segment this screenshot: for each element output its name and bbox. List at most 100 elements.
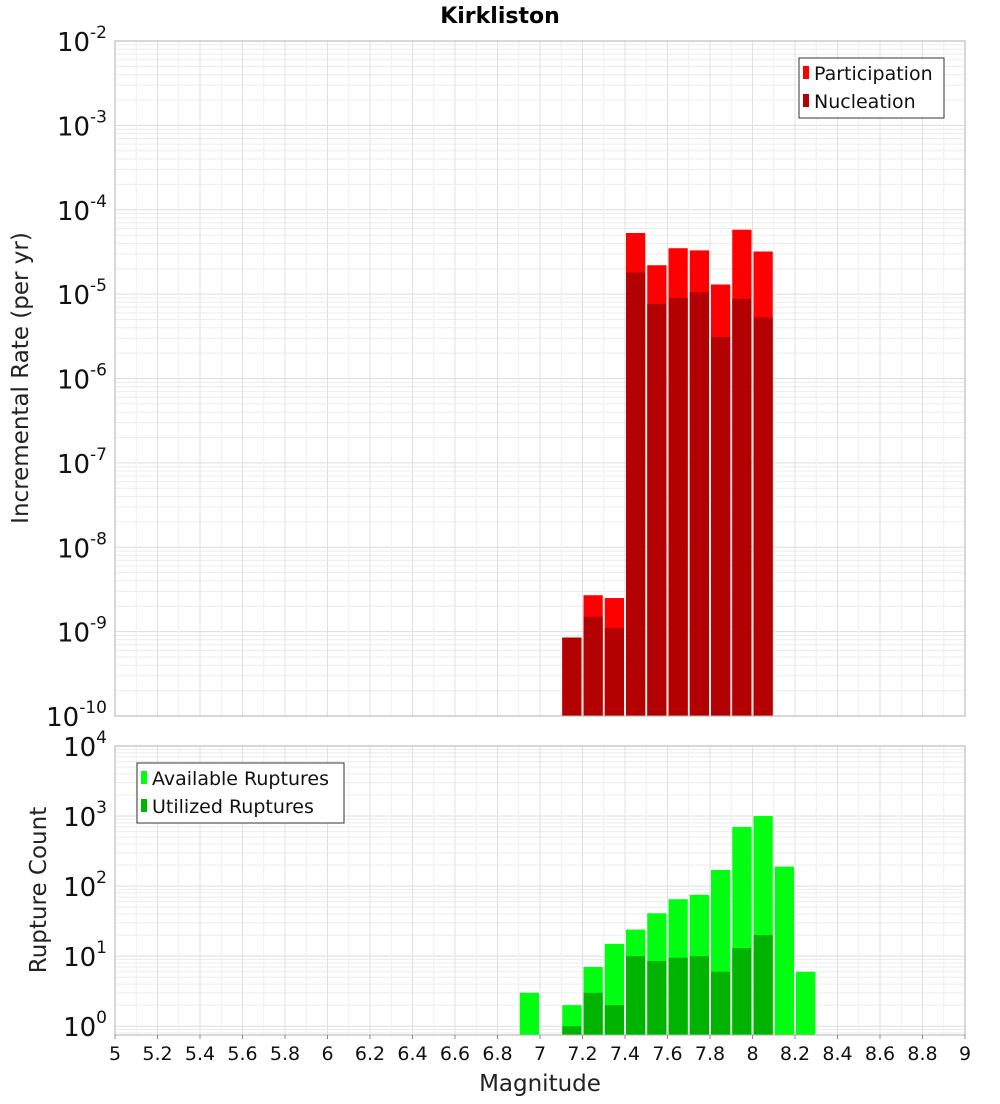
- bar: [604, 1005, 624, 1035]
- y-tick-base: 10: [57, 281, 90, 311]
- y-tick-exponent: 0: [96, 1008, 107, 1028]
- x-tick-label: 6.6: [440, 1043, 470, 1065]
- x-tick-label: 8.4: [822, 1043, 852, 1065]
- y-tick-exponent: 1: [96, 938, 107, 958]
- y-tick-exponent: -8: [90, 529, 107, 549]
- bottom-y-axis-label: Rupture Count: [26, 807, 52, 973]
- x-tick-label: 5.2: [142, 1043, 172, 1065]
- x-tick-label: 7.2: [567, 1043, 597, 1065]
- x-tick-label: 8: [746, 1043, 758, 1065]
- y-tick-base: 10: [63, 1013, 96, 1043]
- legend-swatch: [141, 799, 147, 812]
- bar: [583, 992, 603, 1035]
- y-tick-base: 10: [63, 803, 96, 833]
- y-tick-exponent: 4: [96, 728, 107, 748]
- y-tick-exponent: 2: [96, 868, 107, 888]
- y-tick-base: 10: [57, 450, 90, 480]
- legend-swatch: [141, 771, 147, 784]
- y-tick-exponent: -5: [90, 276, 107, 296]
- y-tick-base: 10: [63, 873, 96, 903]
- legend-label: Utilized Ruptures: [152, 796, 314, 818]
- bar: [604, 628, 624, 716]
- y-tick-label: 10-7: [57, 445, 107, 480]
- x-axis-label: Magnitude: [479, 1071, 601, 1097]
- y-tick-label: 102: [63, 868, 107, 903]
- y-tick-exponent: 3: [96, 798, 107, 818]
- x-tick-label: 9: [959, 1043, 971, 1065]
- legend: Participation Nucleation: [798, 57, 945, 119]
- top-plot: 10-1010-910-810-710-610-510-410-310-2Par…: [46, 23, 966, 733]
- grid: [114, 40, 966, 717]
- y-tick-base: 10: [57, 197, 90, 227]
- y-tick-exponent: -9: [90, 614, 107, 634]
- y-tick-base: 10: [46, 703, 79, 733]
- x-tick-label: 6: [321, 1043, 333, 1065]
- bar: [753, 935, 773, 1035]
- grid: [114, 745, 966, 1035]
- bar: [689, 292, 709, 716]
- y-tick-label: 100: [63, 1008, 107, 1043]
- bar: [753, 317, 773, 716]
- legend-label: Nucleation: [814, 91, 916, 113]
- y-tick-exponent: -2: [90, 23, 107, 43]
- x-tick-label: 6.8: [482, 1043, 512, 1065]
- legend-label: Participation: [814, 63, 933, 85]
- chart-title: Kirkliston: [440, 4, 560, 29]
- x-tick-label: 8.8: [907, 1043, 937, 1065]
- bar: [711, 971, 731, 1035]
- bar: [519, 992, 539, 1035]
- y-tick-exponent: -4: [90, 192, 107, 212]
- bar: [732, 298, 752, 716]
- bar: [626, 956, 646, 1035]
- x-tick-label: 6.4: [397, 1043, 427, 1065]
- y-tick-base: 10: [57, 112, 90, 142]
- y-tick-exponent: -7: [90, 445, 107, 465]
- y-tick-label: 101: [63, 938, 107, 973]
- y-tick-base: 10: [63, 943, 96, 973]
- y-tick-label: 10-9: [57, 614, 107, 649]
- bar: [796, 971, 816, 1035]
- x-tick-label: 7.8: [695, 1043, 725, 1065]
- legend-box: [136, 762, 345, 824]
- x-tick-label: 5: [109, 1043, 121, 1065]
- x-tick-label: 7: [534, 1043, 546, 1065]
- y-tick-base: 10: [63, 733, 96, 763]
- y-tick-label: 10-4: [57, 192, 107, 227]
- y-tick-label: 10-2: [57, 23, 107, 58]
- bar: [732, 948, 752, 1035]
- x-tick-label: 7.4: [610, 1043, 640, 1065]
- y-tick-exponent: -10: [79, 698, 107, 718]
- bar: [647, 961, 667, 1035]
- y-tick-label: 10-3: [57, 107, 107, 142]
- series-1: [562, 272, 773, 716]
- bar: [689, 956, 709, 1035]
- y-tick-label: 10-10: [46, 698, 107, 733]
- bar: [774, 866, 794, 1035]
- legend-swatch: [803, 66, 809, 79]
- bar: [668, 297, 688, 716]
- y-tick-exponent: -3: [90, 107, 107, 127]
- legend: Available Ruptures Utilized Ruptures: [136, 762, 345, 824]
- y-tick-base: 10: [57, 619, 90, 649]
- top-y-axis-label: Incremental Rate (per yr): [8, 232, 34, 524]
- y-tick-label: 103: [63, 798, 107, 833]
- y-tick-exponent: -6: [90, 361, 107, 381]
- x-tick-label: 5.4: [185, 1043, 215, 1065]
- y-tick-label: 10-8: [57, 529, 107, 564]
- legend-box: [798, 57, 945, 119]
- bar: [711, 337, 731, 716]
- legend-label: Available Ruptures: [152, 768, 329, 790]
- bar: [647, 304, 667, 716]
- bar: [562, 1026, 582, 1035]
- y-tick-label: 10-6: [57, 361, 107, 396]
- x-tick-label: 8.6: [865, 1043, 895, 1065]
- bar: [626, 272, 646, 716]
- y-tick-base: 10: [57, 28, 90, 58]
- bar: [562, 637, 582, 716]
- y-tick-label: 104: [63, 728, 107, 763]
- plot-frame: [114, 40, 966, 717]
- x-tick-label: 5.8: [270, 1043, 300, 1065]
